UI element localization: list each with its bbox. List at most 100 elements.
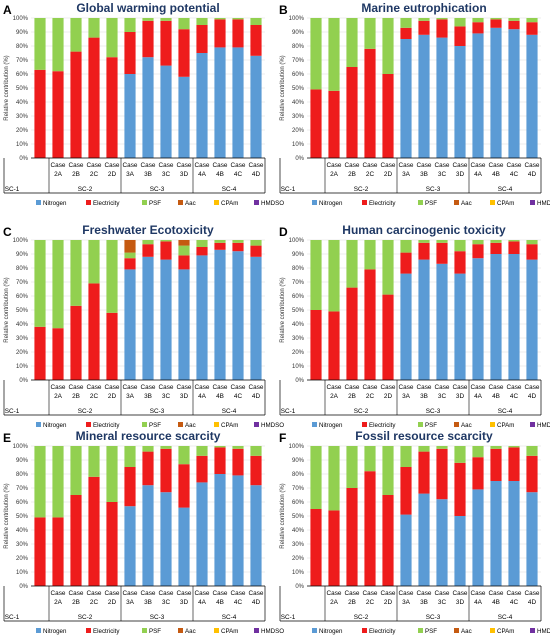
y-axis-label: Relative contribution (%)	[280, 55, 286, 120]
y-tick-label: 40%	[16, 322, 29, 328]
y-tick-label: 10%	[16, 364, 29, 370]
legend-swatch	[418, 422, 423, 427]
x-tick-label-top: Case	[417, 384, 432, 391]
group-label: SC-1	[281, 186, 296, 193]
x-tick-label-bottom: 4B	[492, 599, 500, 606]
x-tick-label-top: Case	[213, 590, 228, 597]
bar-segment-psf	[508, 446, 520, 448]
x-tick-label-bottom: 3B	[420, 393, 428, 400]
x-tick-label-bottom: 4D	[252, 171, 261, 178]
bar-segment-psf	[142, 18, 154, 21]
group-label: SC-3	[426, 408, 441, 415]
bar-segment-psf	[178, 18, 190, 30]
x-tick-label-top: Case	[525, 162, 540, 169]
panel-c: C Freshwater Ecotoxicity 0% 10% 20% 30% 40% 50%…	[3, 223, 284, 429]
bar-segment-psf	[346, 18, 358, 67]
bar-segment-psf	[454, 18, 466, 27]
x-tick-label-top: Case	[327, 590, 342, 597]
bar-segment-nitrogen	[436, 263, 448, 380]
bar-segment-psf	[400, 18, 412, 28]
legend-swatch	[418, 628, 423, 633]
legend-swatch	[362, 628, 367, 633]
y-axis-label: Relative contribution (%)	[280, 277, 286, 342]
bar-segment-nitrogen	[508, 29, 520, 159]
x-tick-label-top: Case	[363, 590, 378, 597]
y-tick-label: 60%	[16, 500, 29, 506]
legend-swatch	[86, 628, 91, 633]
y-tick-label: 100%	[289, 444, 305, 450]
x-tick-label-bottom: 4B	[216, 599, 224, 606]
y-tick-label: 10%	[16, 570, 29, 576]
bar-segment-nitrogen	[508, 254, 520, 380]
legend-swatch	[178, 628, 183, 633]
y-tick-label: 90%	[292, 30, 305, 36]
bar-segment-psf	[232, 18, 244, 20]
bar-segment-electricity	[52, 71, 64, 158]
bar-segment-electricity	[232, 242, 244, 252]
x-tick-label-top: Case	[363, 162, 378, 169]
bar-segment-psf	[346, 240, 358, 288]
bar-segment-nitrogen	[400, 514, 412, 586]
bar-segment-electricity	[310, 310, 322, 380]
x-tick-label-top: Case	[417, 162, 432, 169]
x-tick-label-top: Case	[489, 162, 504, 169]
bar-segment-electricity	[178, 464, 190, 508]
bar-segment-nitrogen	[160, 492, 172, 586]
bar-segment-electricity	[418, 242, 430, 260]
bar-segment-nitrogen	[214, 47, 226, 158]
panel-b: B Marine eutrophication 0% 10% 20% 30% 40% 50% 6…	[279, 1, 550, 207]
bar-segment-electricity	[106, 312, 118, 380]
group-label: SC-3	[426, 186, 441, 193]
bar-segment-nitrogen	[472, 489, 484, 586]
bar-segment-electricity	[508, 447, 520, 481]
bar-segment-electricity	[454, 251, 466, 274]
legend-label: PSF	[425, 628, 437, 635]
x-tick-label-bottom: 4C	[510, 599, 519, 606]
y-tick-label: 10%	[16, 142, 29, 148]
x-tick-label-top: Case	[345, 162, 360, 169]
bar-segment-psf	[34, 240, 46, 327]
bar-segment-electricity	[472, 457, 484, 490]
legend-label: CPAm	[221, 200, 238, 207]
y-tick-label: 30%	[292, 114, 305, 120]
x-tick-label-top: Case	[231, 162, 246, 169]
legend-label: CPAm	[221, 422, 238, 429]
bar-segment-electricity	[436, 19, 448, 38]
y-tick-label: 50%	[292, 86, 305, 92]
legend-label: Aac	[461, 628, 472, 635]
bar-segment-psf	[382, 446, 394, 495]
x-tick-label-bottom: 4A	[198, 599, 207, 606]
legend-swatch	[454, 422, 459, 427]
x-tick-label-bottom: 4C	[510, 393, 519, 400]
bar-segment-electricity	[418, 20, 430, 35]
y-tick-label: 30%	[292, 542, 305, 548]
y-tick-label: 70%	[292, 486, 305, 492]
bar-segment-psf	[124, 446, 136, 467]
y-tick-label: 10%	[292, 364, 305, 370]
bar-segment-nitrogen	[400, 273, 412, 380]
bar-segment-electricity	[34, 69, 46, 158]
bar-segment-electricity	[382, 74, 394, 158]
bar-segment-electricity	[34, 326, 46, 380]
bar-segment-psf	[124, 252, 136, 259]
bar-segment-electricity	[250, 455, 262, 486]
x-tick-label-top: Case	[435, 590, 450, 597]
bar-segment-electricity	[52, 328, 64, 380]
legend-swatch	[214, 628, 219, 633]
bar-segment-psf	[70, 446, 82, 495]
x-tick-label-top: Case	[141, 590, 156, 597]
bar-segment-psf	[34, 446, 46, 518]
bar-segment-electricity	[490, 242, 502, 254]
x-tick-label-bottom: 3B	[144, 599, 152, 606]
x-tick-label-bottom: 4C	[234, 171, 243, 178]
bar-segment-electricity	[508, 20, 520, 30]
legend-label: Nitrogen	[43, 200, 67, 207]
bar-segment-psf	[454, 446, 466, 463]
x-tick-label-bottom: 2C	[90, 171, 99, 178]
x-tick-label-bottom: 2A	[330, 171, 339, 178]
y-axis-label: Relative contribution (%)	[4, 55, 10, 120]
bar-segment-psf	[472, 240, 484, 245]
group-label: SC-2	[354, 186, 369, 193]
x-tick-label-top: Case	[471, 384, 486, 391]
x-tick-label-bottom: 2D	[108, 393, 117, 400]
